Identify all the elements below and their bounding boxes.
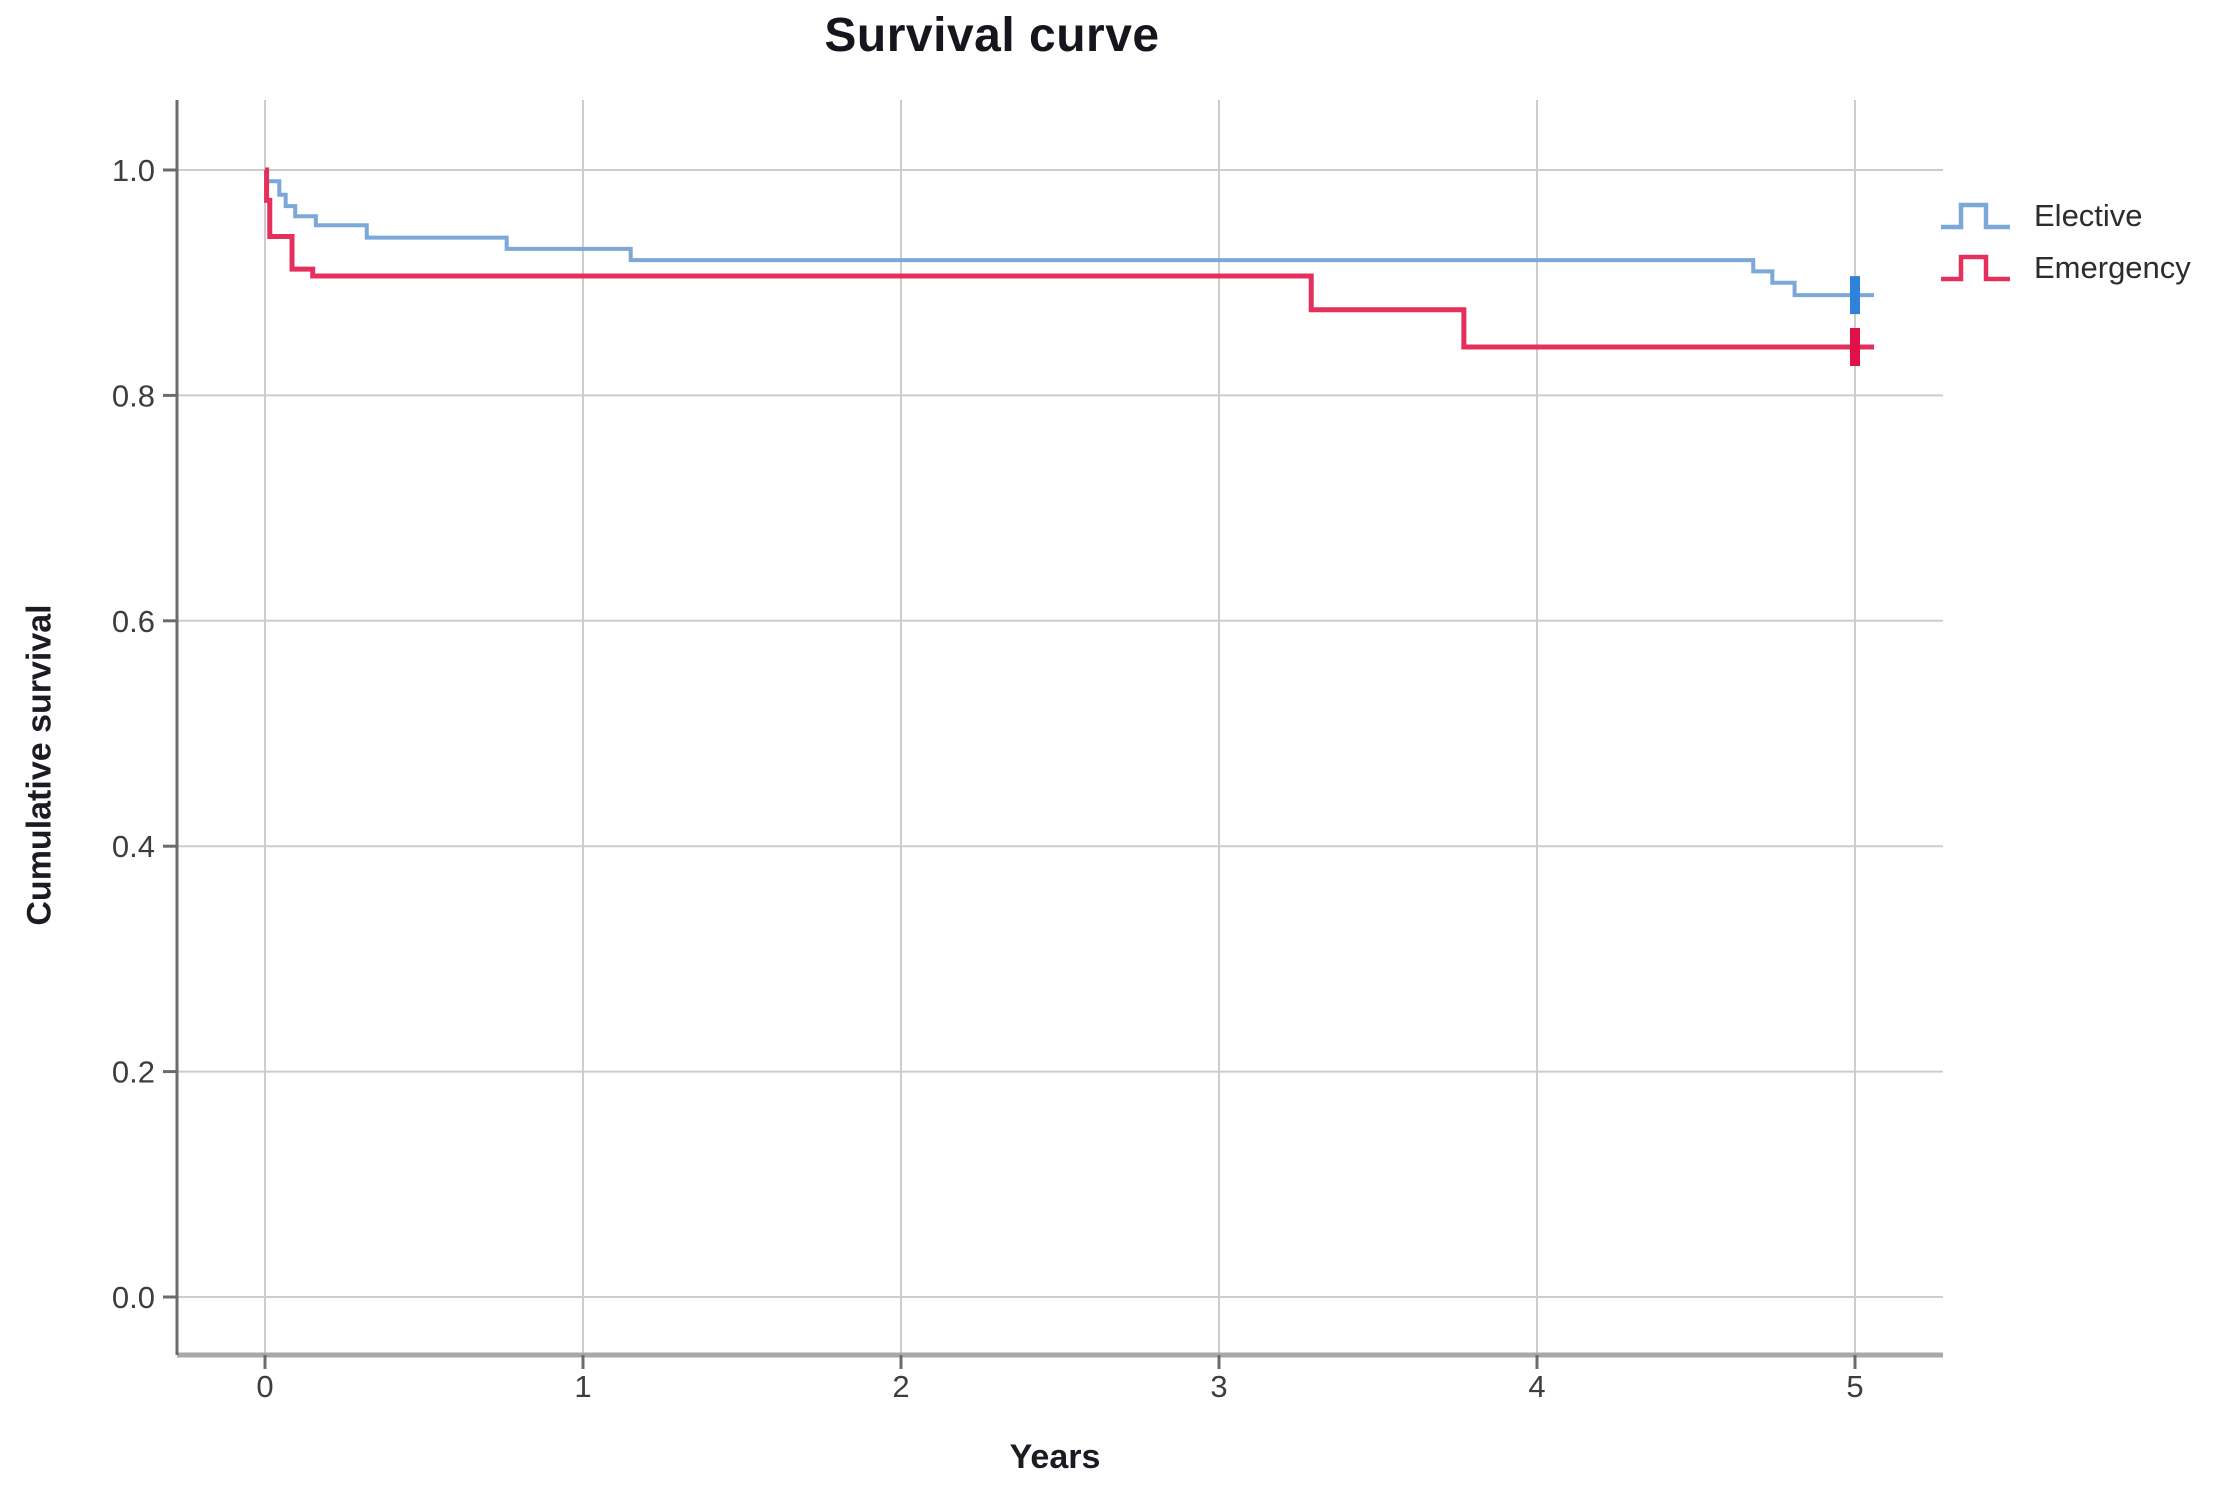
legend-item-elective: Elective <box>1938 196 2191 236</box>
y-tick-label: 1.0 <box>112 153 155 188</box>
y-axis-title: Cumulative survival <box>20 604 59 926</box>
emergency-step-line-icon <box>1941 254 2010 282</box>
legend-label-elective: Elective <box>2034 198 2143 233</box>
legend-item-emergency: Emergency <box>1938 248 2191 288</box>
legend: Elective Emergency <box>1938 196 2191 288</box>
elective-step-line-icon <box>1941 202 2010 230</box>
y-tick-label: 0.4 <box>112 829 155 864</box>
series-curve-elective <box>264 168 1875 298</box>
x-tick-label: 3 <box>1210 1369 1227 1404</box>
y-tick-label: 0.0 <box>112 1280 155 1315</box>
x-tick-label: 5 <box>1846 1369 1863 1404</box>
y-tick-label: 0.2 <box>112 1055 155 1090</box>
x-tick-label: 2 <box>892 1369 909 1404</box>
x-axis-title: Years <box>1009 1438 1101 1476</box>
x-tick-label: 4 <box>1528 1369 1545 1404</box>
x-tick-label: 1 <box>574 1369 591 1404</box>
x-tick-label: 0 <box>256 1369 273 1404</box>
y-tick-label: 0.6 <box>112 604 155 639</box>
legend-label-emergency: Emergency <box>2034 250 2191 285</box>
chart-title: Survival curve <box>824 9 1160 62</box>
series-curve-emergency <box>264 167 1875 350</box>
y-tick-label: 0.8 <box>112 378 155 413</box>
